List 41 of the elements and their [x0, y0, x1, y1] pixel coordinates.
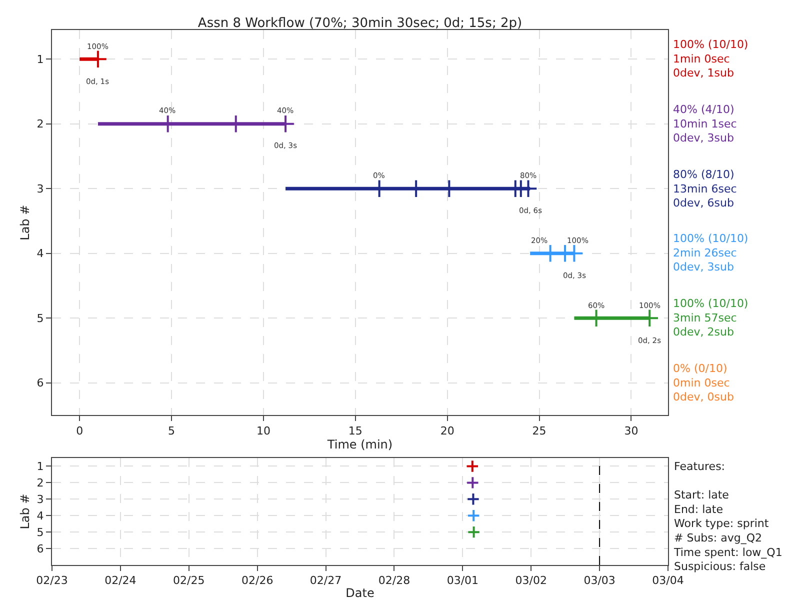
x-tick-label: 02/24	[104, 574, 136, 588]
text: 100% (10/10) 2min 26sec 0dev, 3sub	[673, 232, 748, 274]
text: 80% (8/10) 13min 6sec 0dev, 6sub	[673, 168, 737, 210]
y-axis-title: Lab #	[18, 494, 32, 530]
text: 40% (4/10) 10min 1sec 0dev, 3sub	[673, 103, 737, 145]
text: 100% (10/10) 3min 57sec 0dev, 2sub	[673, 297, 748, 339]
x-tick-label: 02/28	[378, 574, 410, 588]
x-tick-label: 03/02	[515, 574, 547, 588]
x-tick-label: 20	[440, 424, 454, 438]
text: 100% (10/10) 1min 0sec 0dev, 1sub	[673, 38, 748, 80]
x-tick-label: 02/27	[310, 574, 342, 588]
x-axis-title: Date	[346, 586, 374, 600]
x-tick-label: 0	[76, 424, 84, 438]
y-tick-label: 5	[36, 312, 44, 325]
x-tick-label: 02/26	[241, 574, 274, 588]
y-tick-label: 6	[36, 376, 44, 390]
y-tick-label: 5	[36, 526, 44, 539]
y-tick-label: 3	[36, 182, 44, 196]
x-axis-title: Time (min)	[326, 437, 393, 452]
x-tick-label: 02/25	[173, 574, 205, 588]
chart-title: Assn 8 Workflow (70%; 30min 30sec; 0d; 15s; 2p)	[198, 16, 522, 32]
x-tick-label: 15	[348, 424, 362, 438]
x-tick-label: 02/23	[36, 574, 68, 588]
y-tick-label: 3	[36, 493, 44, 506]
y-tick-label: 1	[36, 460, 44, 474]
x-tick-label: 03/03	[584, 574, 616, 588]
y-axis-title: Lab #	[18, 204, 32, 240]
y-tick-label: 6	[36, 542, 44, 556]
text: Features: Start: late End: late Work type: sprint # Subs: avg_Q2 Time spent: low_Q1 Suspicious: false	[674, 460, 782, 574]
text: 0% (0/10) 0min 0sec 0dev, 0sub	[673, 362, 734, 404]
x-tick-label: 30	[624, 424, 638, 438]
y-tick-label: 4	[36, 247, 44, 260]
y-tick-label: 4	[36, 509, 44, 522]
y-tick-label: 2	[36, 476, 44, 490]
x-tick-label: 5	[168, 424, 176, 438]
x-tick-label: 03/04	[652, 574, 684, 588]
y-tick-label: 2	[36, 118, 44, 131]
x-tick-label: 10	[256, 424, 270, 438]
y-tick-label: 1	[36, 52, 44, 66]
x-tick-label: 03/01	[446, 574, 479, 588]
x-tick-label: 25	[532, 424, 546, 438]
